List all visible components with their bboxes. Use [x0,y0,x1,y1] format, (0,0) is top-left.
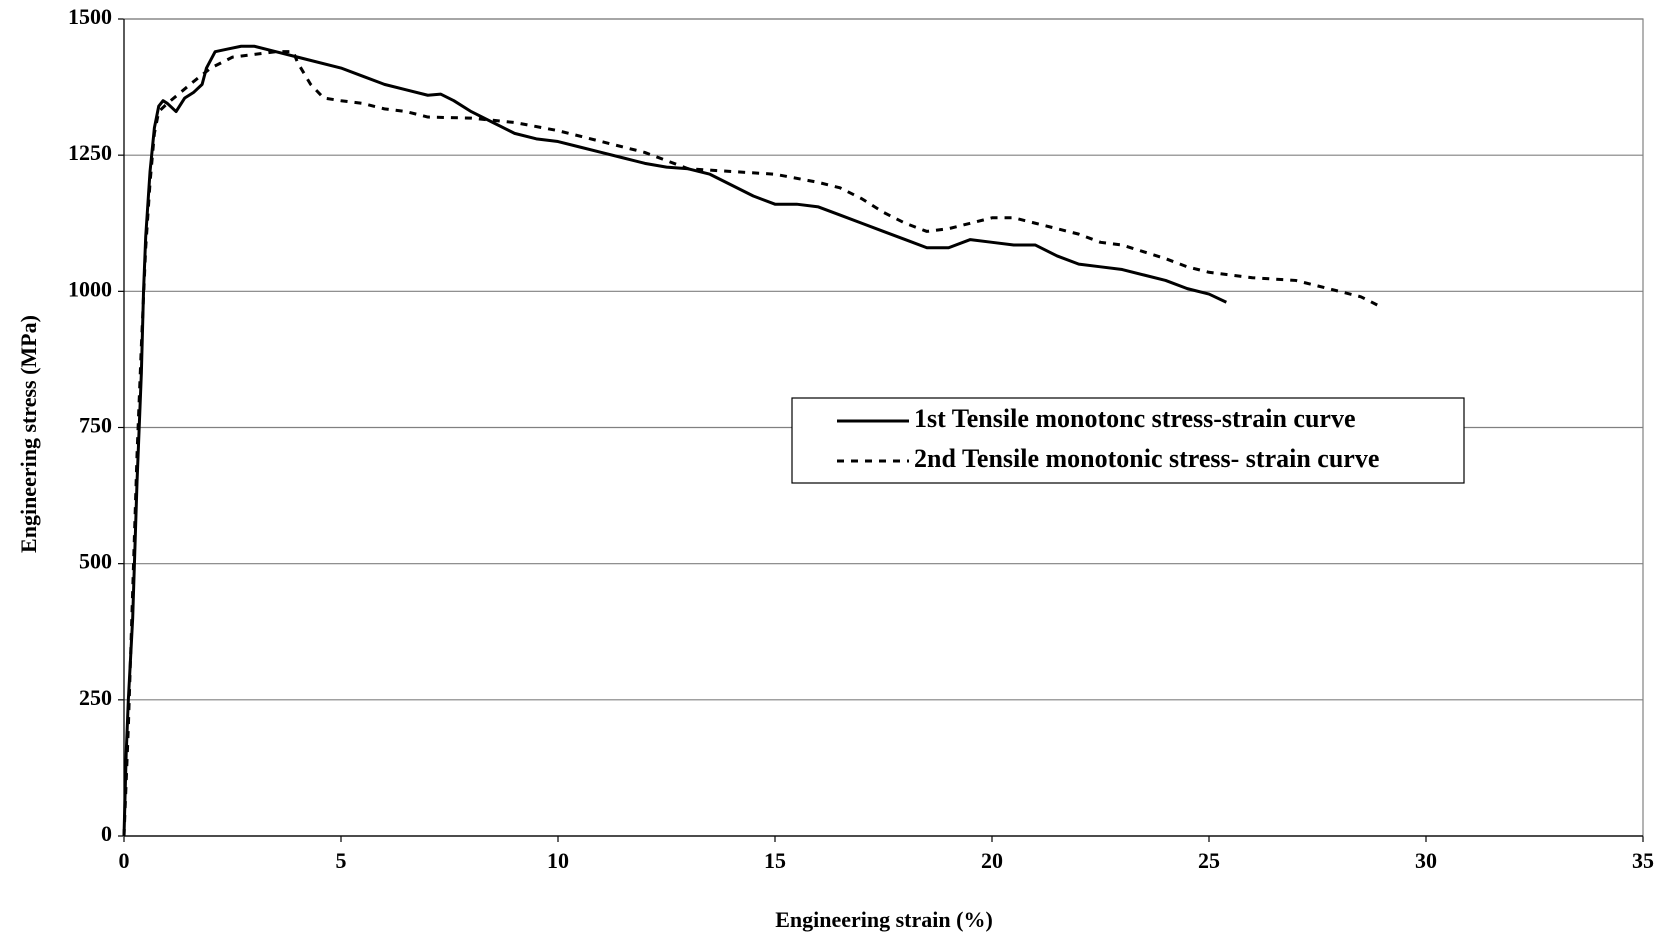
x-tick-label: 25 [1198,848,1220,873]
y-tick-label: 0 [101,821,112,846]
series-line [122,44,1227,837]
x-tick-label: 35 [1632,848,1654,873]
x-tick-label: 15 [764,848,786,873]
x-tick-label: 30 [1415,848,1437,873]
y-tick-label: 250 [79,685,112,710]
x-tick-label: 5 [336,848,347,873]
x-axis-label: Engineering strain (%) [775,907,993,932]
y-tick-label: 1000 [68,276,112,301]
x-tick-label: 0 [119,848,130,873]
legend-label: 2nd Tensile monotonic stress- strain cur… [914,444,1379,473]
legend-label: 1st Tensile monotonc stress-strain curve [914,404,1356,433]
series-line [122,50,1384,837]
y-tick-label: 500 [79,549,112,574]
x-tick-label: 20 [981,848,1003,873]
y-tick-label: 750 [79,413,112,438]
y-tick-label: 1250 [68,140,112,165]
x-tick-label: 10 [547,848,569,873]
y-axis-label: Engineering stress (MPa) [16,315,41,553]
legend-box [791,397,1465,484]
y-tick-label: 1500 [68,4,112,29]
